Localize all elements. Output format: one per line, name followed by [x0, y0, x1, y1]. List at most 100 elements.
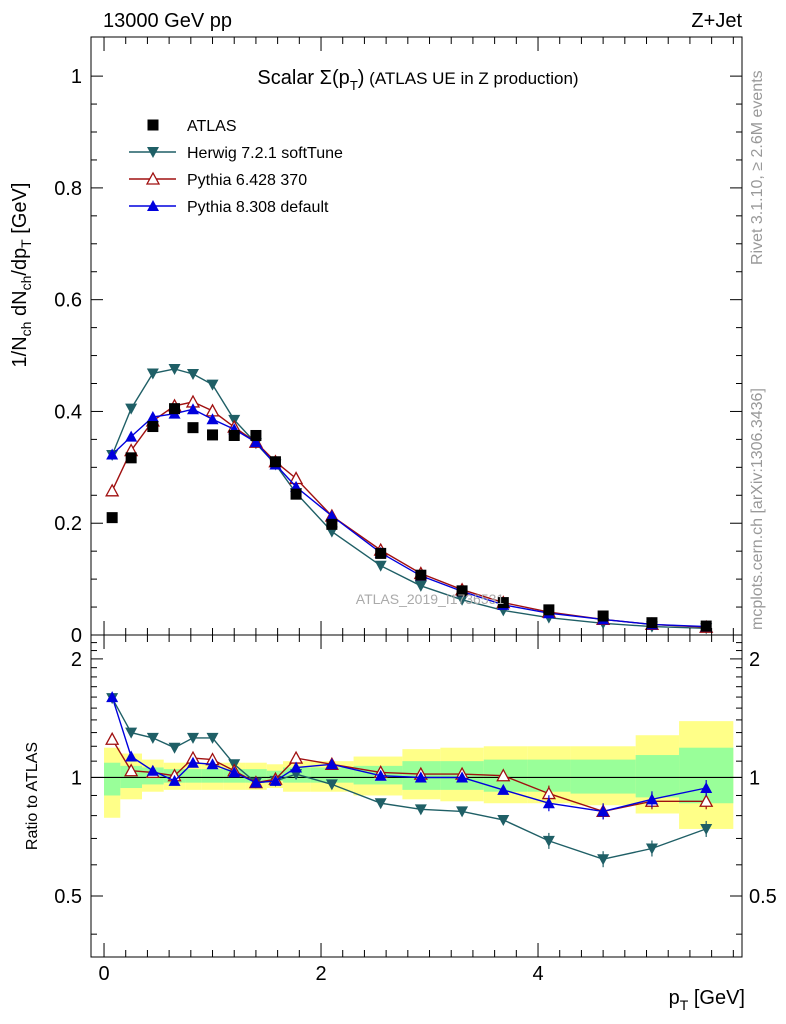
main-data-point — [250, 429, 262, 441]
ylabel-sub3: T — [18, 239, 34, 248]
legend-label: Pythia 6.428 370 — [187, 172, 307, 189]
watermark: ATLAS_2019_I1736531 — [356, 591, 505, 607]
main-y-axis-label: 1/Nch dNch/dpT [GeV] — [9, 183, 34, 368]
main-data-point — [187, 422, 199, 434]
plot-title-main: Scalar Σ(p — [257, 67, 349, 89]
ratio-band-green — [570, 759, 636, 794]
ratio-data-point — [125, 727, 138, 739]
main-data-point — [414, 580, 427, 592]
ratio-data-point — [168, 742, 181, 754]
main-y-tick-label: 1 — [71, 66, 82, 88]
main-data-point — [169, 403, 181, 415]
ratio-y-tick-label-left: 1 — [71, 767, 82, 789]
main-y-tick-label: 0 — [71, 625, 82, 647]
main-panel: 0 0.2 0.4 0.6 0.8 1 Scalar Σ(pT) (ATLAS UE in… — [54, 36, 743, 647]
ratio-data-point — [374, 798, 387, 810]
rivet-side-text: Rivet 3.1.10, ≥ 2.6M events — [749, 70, 766, 265]
x-tick-label: 2 — [315, 963, 326, 985]
main-data-point — [105, 483, 120, 497]
ylabel-part4: [GeV] — [9, 183, 31, 240]
x-axis-label: pT [GeV] — [669, 987, 745, 1013]
ratio-data-point — [146, 764, 159, 776]
mcplots-side-text: mcplots.cern.ch [arXiv:1306.3436] — [749, 388, 766, 630]
ratio-data-point — [105, 731, 120, 745]
ratio-data-point — [497, 783, 510, 795]
ratio-data-point — [228, 766, 241, 778]
ratio-data-point — [168, 774, 181, 786]
ratio-band-green — [201, 769, 224, 783]
legend-label: Herwig 7.2.1 softTune — [187, 145, 343, 162]
main-data-point — [125, 403, 138, 415]
ratio-data-point — [206, 732, 219, 744]
ratio-data-point — [206, 758, 219, 770]
x-tick-label: 0 — [98, 963, 109, 985]
main-data-point — [456, 585, 468, 597]
plot-title: Scalar Σ(pT) (ATLAS UE in Z production) — [257, 67, 578, 93]
main-data-point — [146, 368, 159, 380]
main-data-point — [415, 569, 427, 581]
ratio-y-tick-label-left: 0.5 — [54, 886, 82, 908]
ratio-data-point — [645, 843, 658, 855]
ratio-y-axis-label: Ratio to ATLAS — [24, 742, 41, 850]
main-y-tick-label: 0.2 — [54, 513, 82, 535]
ratio-band-green — [185, 769, 202, 783]
ratio-data-point — [186, 756, 199, 768]
main-data-point — [207, 429, 219, 441]
main-data-point — [700, 620, 712, 632]
ratio-panel: 0.5 0.5 1 1 2 2 0 2 4 — [54, 634, 777, 985]
ratio-data-point — [374, 769, 387, 781]
ratio-data-point — [249, 776, 262, 788]
main-data-point — [186, 403, 199, 415]
main-y-tick-label: 0.8 — [54, 178, 82, 200]
main-data-point — [125, 452, 137, 464]
main-data-point — [269, 456, 281, 468]
ratio-y-tick-label-right: 1 — [749, 767, 760, 789]
ratio-data-point — [106, 691, 119, 703]
ratio-data-point — [456, 806, 469, 818]
ratio-series-2 — [106, 691, 713, 820]
main-data-point — [375, 547, 387, 559]
main-data-point — [228, 429, 240, 441]
main-data-point — [543, 604, 555, 616]
ratio-data-point — [325, 758, 338, 770]
ratio-data-point — [542, 835, 555, 847]
ratio-data-point — [414, 804, 427, 816]
ylabel-part2: dN — [9, 290, 31, 321]
xlabel-unit: [GeV] — [688, 987, 745, 1009]
main-data-point — [249, 436, 262, 448]
ratio-data-point — [146, 732, 159, 744]
plot-title-close: ) — [358, 67, 365, 89]
ratio-y-tick-label-right: 2 — [749, 649, 760, 671]
ratio-band-green — [104, 762, 121, 796]
ratio-data-point — [290, 761, 303, 773]
ratio-data-point — [124, 763, 139, 777]
xlabel-sub: T — [680, 997, 689, 1013]
ratio-data-point — [542, 797, 555, 809]
ratio-y-tick-label-left: 2 — [71, 649, 82, 671]
main-data-point — [326, 518, 338, 530]
main-data-point — [646, 617, 658, 629]
ylabel-sub2: ch — [18, 276, 34, 291]
legend: ATLAS Herwig 7.2.1 softTune Pythia 6.428 3… — [129, 118, 343, 216]
ylabel-part3: /dp — [9, 248, 31, 276]
main-data-point — [186, 369, 199, 381]
process-label: Z+Jet — [691, 10, 742, 32]
main-series-line — [111, 368, 707, 629]
main-series-0 — [106, 403, 712, 632]
ratio-data-point — [597, 854, 610, 866]
ratio-data-point — [497, 814, 510, 826]
ratio-data-point — [700, 782, 713, 794]
main-data-point — [106, 512, 118, 524]
main-data-point — [106, 448, 119, 460]
xlabel-p: p — [669, 987, 680, 1009]
plot-title-suffix: (ATLAS UE in Z production) — [364, 69, 578, 88]
plot-title-sub: T — [350, 78, 358, 93]
ratio-data-point — [699, 793, 714, 807]
main-data-point — [597, 610, 609, 622]
legend-marker — [147, 119, 159, 131]
ratio-data-point — [288, 750, 304, 764]
ylabel-sub1: ch — [18, 322, 34, 337]
ratio-data-point — [496, 768, 511, 782]
legend-label: ATLAS — [187, 118, 237, 135]
